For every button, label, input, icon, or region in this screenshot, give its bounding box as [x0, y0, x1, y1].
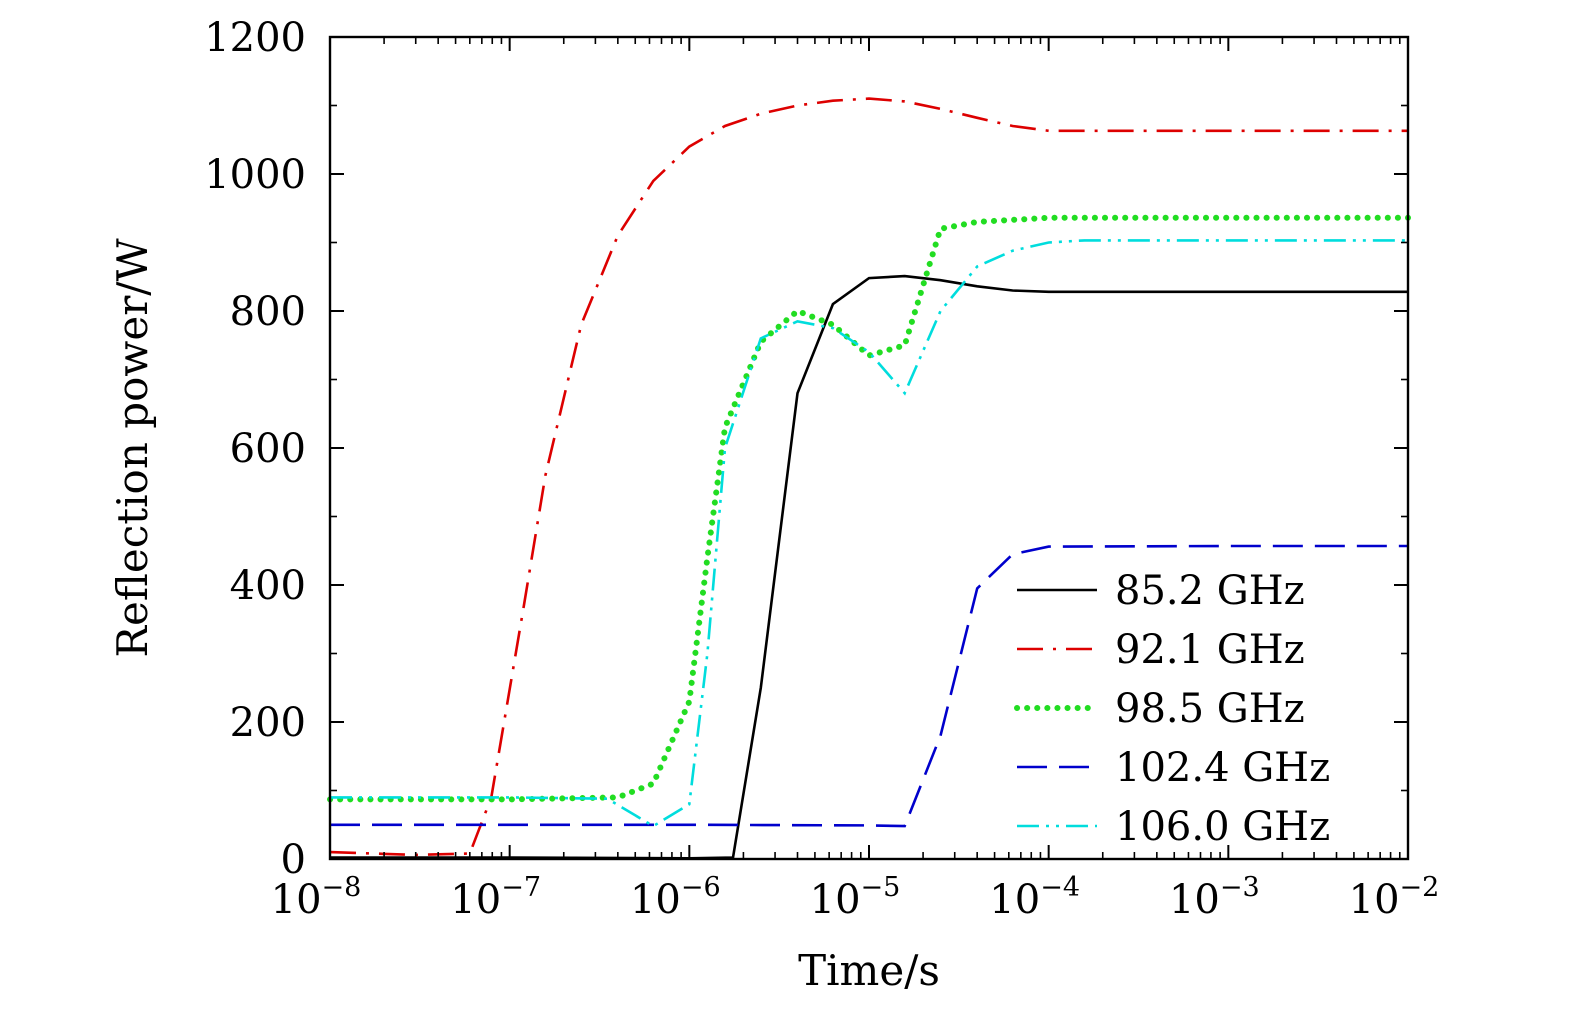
y-tick-label: 200: [230, 700, 306, 746]
x-tick-label: 10−5: [810, 872, 901, 923]
legend: 85.2 GHz 92.1 GHz 98.5 GHz 102.4 GHz 106.0 G…: [1014, 568, 1330, 850]
series-line-1: [329, 97, 1408, 857]
plot-frame: [328, 35, 1410, 861]
ticks-layer: [329, 36, 1409, 860]
y-tick-label: 800: [230, 289, 306, 335]
legend-label: 102.4 GHz: [1115, 745, 1330, 791]
series-line-4: [330, 239, 1408, 828]
legend-label: 106.0 GHz: [1115, 804, 1330, 850]
legend-label: 98.5 GHz: [1115, 686, 1305, 732]
y-tick-label: 1000: [204, 152, 306, 198]
y-tick-label: 0: [281, 837, 306, 883]
y-tick-label: 600: [230, 426, 306, 472]
x-tick-label: 10−6: [630, 872, 721, 923]
y-tick-label: 1200: [204, 15, 306, 61]
y-axis-title: Reflection power/W: [108, 238, 157, 658]
series-line-3: [330, 544, 1408, 828]
x-tick-label: 10−3: [1169, 872, 1260, 923]
x-axis-title: Time/s: [798, 946, 940, 995]
x-tick-label: 10−8: [271, 872, 362, 923]
series-line-2: [327, 214, 1411, 803]
x-tick-label: 10−2: [1349, 872, 1440, 923]
y-tick-label: 400: [230, 563, 306, 609]
tick-labels: 10−8 10−7 10−6 10−5 10−4 10−3 10−2 0 200 400 600 80…: [204, 15, 1439, 923]
legend-label: 85.2 GHz: [1115, 568, 1305, 614]
x-tick-label: 10−4: [989, 872, 1080, 923]
x-tick-label: 10−7: [450, 872, 541, 923]
legend-label: 92.1 GHz: [1115, 627, 1305, 673]
